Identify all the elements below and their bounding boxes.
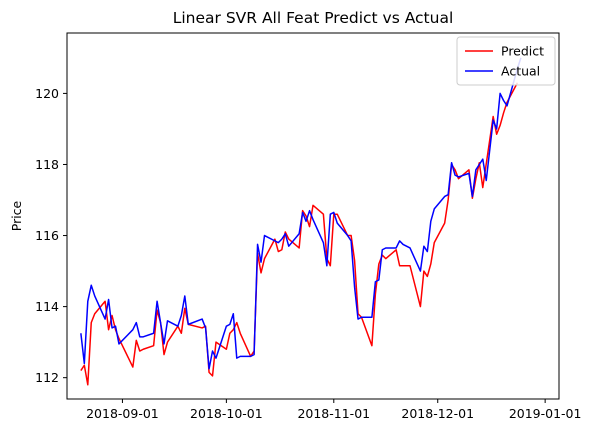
y-tick-label: 116 [35, 228, 59, 243]
x-tick-label: 2018-11-01 [297, 406, 370, 421]
y-tick-label: 120 [35, 86, 59, 101]
x-tick-label: 2018-12-01 [401, 406, 474, 421]
legend-label-actual: Actual [501, 64, 540, 79]
x-axis: 2018-09-01 2018-10-01 2018-11-01 2018-12-01… [86, 399, 581, 421]
y-tick-label: 112 [35, 370, 59, 385]
legend-label-predict: Predict [501, 44, 544, 59]
axes-frame [66, 32, 560, 400]
y-tick-label: 114 [35, 299, 59, 314]
chart-title: Linear SVR All Feat Predict vs Actual [173, 9, 454, 27]
y-axis-label: Price [9, 200, 24, 231]
legend-box [456, 36, 556, 86]
series-line-actual [80, 57, 522, 370]
x-tick-label: 2019-01-01 [509, 406, 582, 421]
series-line-predict [80, 82, 519, 386]
x-tick-label: 2018-09-01 [86, 406, 159, 421]
plot-lines [80, 57, 522, 386]
x-tick-label: 2018-10-01 [190, 406, 263, 421]
y-tick-label: 118 [35, 157, 59, 172]
legend: Predict Actual [456, 36, 556, 86]
y-axis: 112 114 116 118 120 [35, 86, 67, 385]
